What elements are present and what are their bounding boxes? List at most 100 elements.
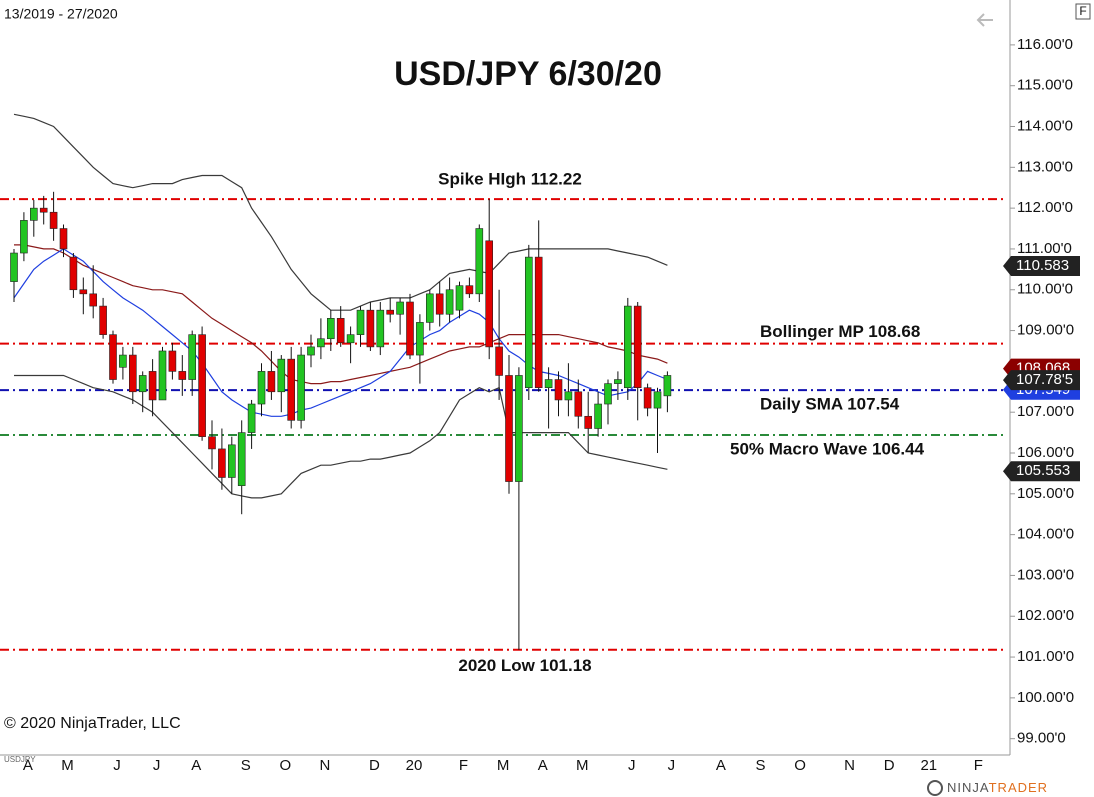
candle-body	[534, 256, 543, 389]
y-tick-label: 116.00'0	[1017, 36, 1073, 53]
price-marker: 107.78'5	[1003, 370, 1080, 391]
reference-label: Spike HIgh 112.22	[438, 170, 582, 189]
candle-body	[346, 334, 355, 344]
y-tick-label: 107.00'0	[1017, 403, 1074, 420]
candle-body	[109, 334, 117, 380]
x-tick-label: A	[191, 757, 201, 774]
y-tick-label: 111.00'0	[1017, 240, 1072, 257]
copyright: © 2020 NinjaTrader, LLC	[4, 715, 181, 732]
candle-body	[99, 305, 107, 335]
x-tick-label: D	[369, 757, 380, 774]
candle-body	[119, 354, 127, 368]
candle-body	[416, 322, 424, 356]
price-marker: 105.553	[1003, 461, 1080, 482]
candle-body	[89, 293, 97, 307]
candle-body	[49, 211, 58, 229]
candle-body	[20, 220, 28, 254]
price-label: 110.583	[1016, 257, 1069, 274]
candle-body	[356, 309, 365, 335]
x-tick-label: S	[241, 757, 251, 774]
price-flag	[1003, 370, 1080, 391]
candle-body	[59, 228, 68, 250]
candle-body	[188, 334, 196, 380]
price-label: 105.553	[1016, 462, 1070, 479]
candle-body	[445, 289, 454, 315]
brand-logo	[927, 780, 943, 796]
brand-part: NINJA	[947, 780, 989, 795]
candle-body	[168, 350, 177, 372]
instrument: USDJPY	[4, 755, 36, 764]
candle-body	[475, 228, 484, 295]
candle-body	[653, 391, 662, 409]
candle-body	[267, 371, 276, 393]
y-tick-label: 109.00'0	[1017, 322, 1074, 339]
candle-body	[376, 309, 385, 348]
candle-body	[29, 207, 38, 221]
candle-body	[79, 289, 88, 295]
candle-body	[129, 354, 137, 393]
reference-label: Bollinger MP 108.68	[760, 322, 920, 341]
x-tick-label: F	[974, 757, 983, 774]
candle-body	[465, 285, 474, 295]
price-marker: 110.583	[1003, 255, 1080, 276]
reference-label: 2020 Low 101.18	[458, 656, 591, 675]
candle-body	[247, 403, 256, 433]
toolbar-button-label: F	[1079, 4, 1086, 18]
y-tick-label: 113.00'0	[1017, 158, 1073, 175]
y-tick-label: 100.00'0	[1017, 689, 1074, 706]
x-tick-label: 20	[406, 757, 423, 774]
y-tick-label: 114.00'0	[1017, 117, 1073, 134]
back-arrow[interactable]	[976, 13, 993, 27]
candle-body	[317, 338, 325, 348]
toolbar-button[interactable]	[1075, 3, 1091, 20]
candle-body	[574, 391, 583, 417]
x-tick-label: O	[794, 757, 806, 774]
x-tick-label: D	[884, 757, 895, 774]
candle-body	[554, 379, 563, 401]
chart-title: USD/JPY 6/30/20	[394, 55, 662, 93]
candle-body	[326, 318, 335, 340]
candle-body	[643, 387, 652, 409]
candle-body	[138, 375, 147, 393]
candle-body	[505, 375, 513, 482]
candle-body	[614, 379, 622, 384]
candle-body	[148, 371, 157, 401]
candle-body	[218, 448, 226, 478]
candle-body	[663, 375, 672, 397]
x-tick-label: 21	[920, 757, 937, 774]
y-tick-label: 102.00'0	[1017, 607, 1074, 624]
x-tick-label: F	[459, 757, 468, 774]
candle-body	[287, 358, 296, 421]
candle-body	[198, 334, 206, 437]
brand-name: NINJATRADER	[947, 780, 1048, 795]
candle-body	[623, 305, 632, 389]
y-tick-label: 112.00'0	[1017, 199, 1073, 216]
candle-body	[257, 371, 266, 405]
x-tick-label: J	[153, 757, 161, 774]
y-tick-label: 110.00'0	[1017, 281, 1073, 298]
candle-body	[69, 256, 78, 291]
candle-body	[495, 346, 503, 376]
y-tick-label: 105.00'0	[1017, 485, 1074, 502]
y-tick-label: 103.00'0	[1017, 566, 1074, 583]
reference-label: Daily SMA 107.54	[760, 395, 900, 414]
x-tick-label: M	[497, 757, 510, 774]
candle-body	[425, 293, 434, 323]
candle-body	[485, 240, 494, 348]
x-tick-label: J	[628, 757, 636, 774]
candle-body	[237, 432, 246, 486]
candle-body	[307, 346, 315, 356]
y-tick-label: 101.00'0	[1017, 648, 1074, 665]
x-tick-label: A	[538, 757, 548, 774]
candle-body	[277, 358, 286, 393]
y-tick-label: 99.00'0	[1017, 730, 1066, 747]
date-range: 13/2019 - 27/2020	[4, 6, 118, 22]
x-tick-label: S	[755, 757, 765, 774]
x-tick-label: N	[319, 757, 330, 774]
candle-body	[604, 383, 612, 405]
price-flag	[1003, 461, 1080, 482]
y-tick-label: 115.00'0	[1017, 77, 1073, 94]
candle-body	[584, 415, 593, 429]
